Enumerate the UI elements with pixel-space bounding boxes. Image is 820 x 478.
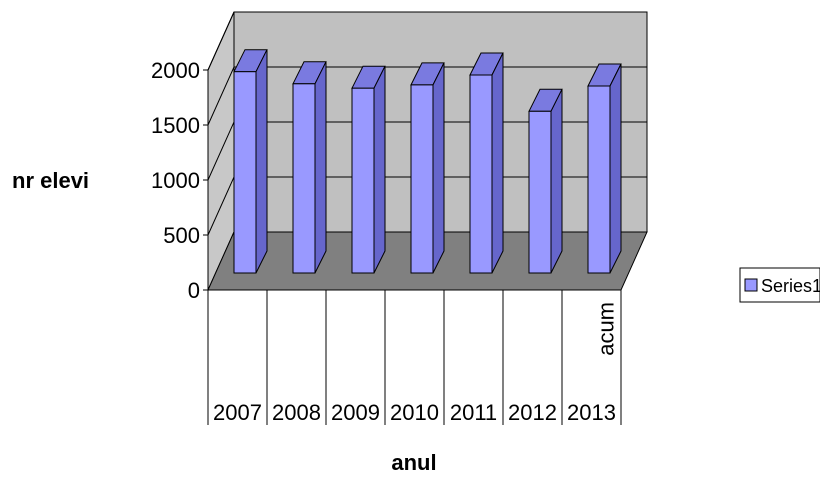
x-axis-labels: 2007 2008 2009 2010 2011 2012 2013 acum (207, 290, 622, 425)
y-tick-label: 1500 (151, 113, 200, 138)
bar-side (550, 89, 563, 274)
x-tick-label: 2013 (567, 400, 616, 425)
y-tick-label: 2000 (151, 58, 200, 83)
y-axis-title: nr elevi (12, 168, 89, 193)
x-tick-label: 2008 (272, 400, 321, 425)
bar-side (432, 62, 445, 274)
bar-side (255, 49, 268, 274)
gridline (207, 66, 647, 126)
bar-2013 (587, 63, 622, 274)
bar-side (491, 52, 504, 274)
bar-2007 (233, 49, 268, 274)
bar-front (292, 83, 316, 274)
bar-2010 (410, 62, 445, 274)
legend-swatch (744, 278, 758, 292)
x-tick-label: 2007 (213, 400, 262, 425)
bar-front (233, 71, 257, 274)
bar-front (351, 87, 375, 274)
bar-2012 (528, 88, 563, 274)
x-axis-title: anul (391, 450, 436, 475)
bars (233, 49, 622, 274)
legend: Series1 (739, 267, 820, 303)
bar-2008 (292, 61, 327, 274)
bar-front (469, 74, 493, 274)
y-tick-label: 1000 (151, 168, 200, 193)
bar-2011 (469, 52, 504, 274)
gridline (207, 11, 647, 71)
bar-front (410, 84, 434, 274)
bar-side (373, 65, 386, 274)
x-tick-label: 2011 (450, 400, 497, 425)
bar-front (528, 110, 552, 274)
x-tick-label: 2010 (390, 400, 439, 425)
legend-label: Series1 (761, 276, 820, 296)
bar-side (314, 61, 327, 274)
bar-front (587, 85, 611, 274)
bar-2009 (351, 65, 386, 274)
y-axis-ticks: 0 500 1000 1500 2000 (151, 58, 208, 303)
x-tick-label: 2009 (331, 400, 380, 425)
x-sublabel: acum (594, 302, 619, 356)
bar-side (609, 63, 622, 274)
x-tick-label: 2012 (508, 400, 557, 425)
y-tick-label: 500 (163, 223, 200, 248)
y-tick-label: 0 (188, 278, 200, 303)
